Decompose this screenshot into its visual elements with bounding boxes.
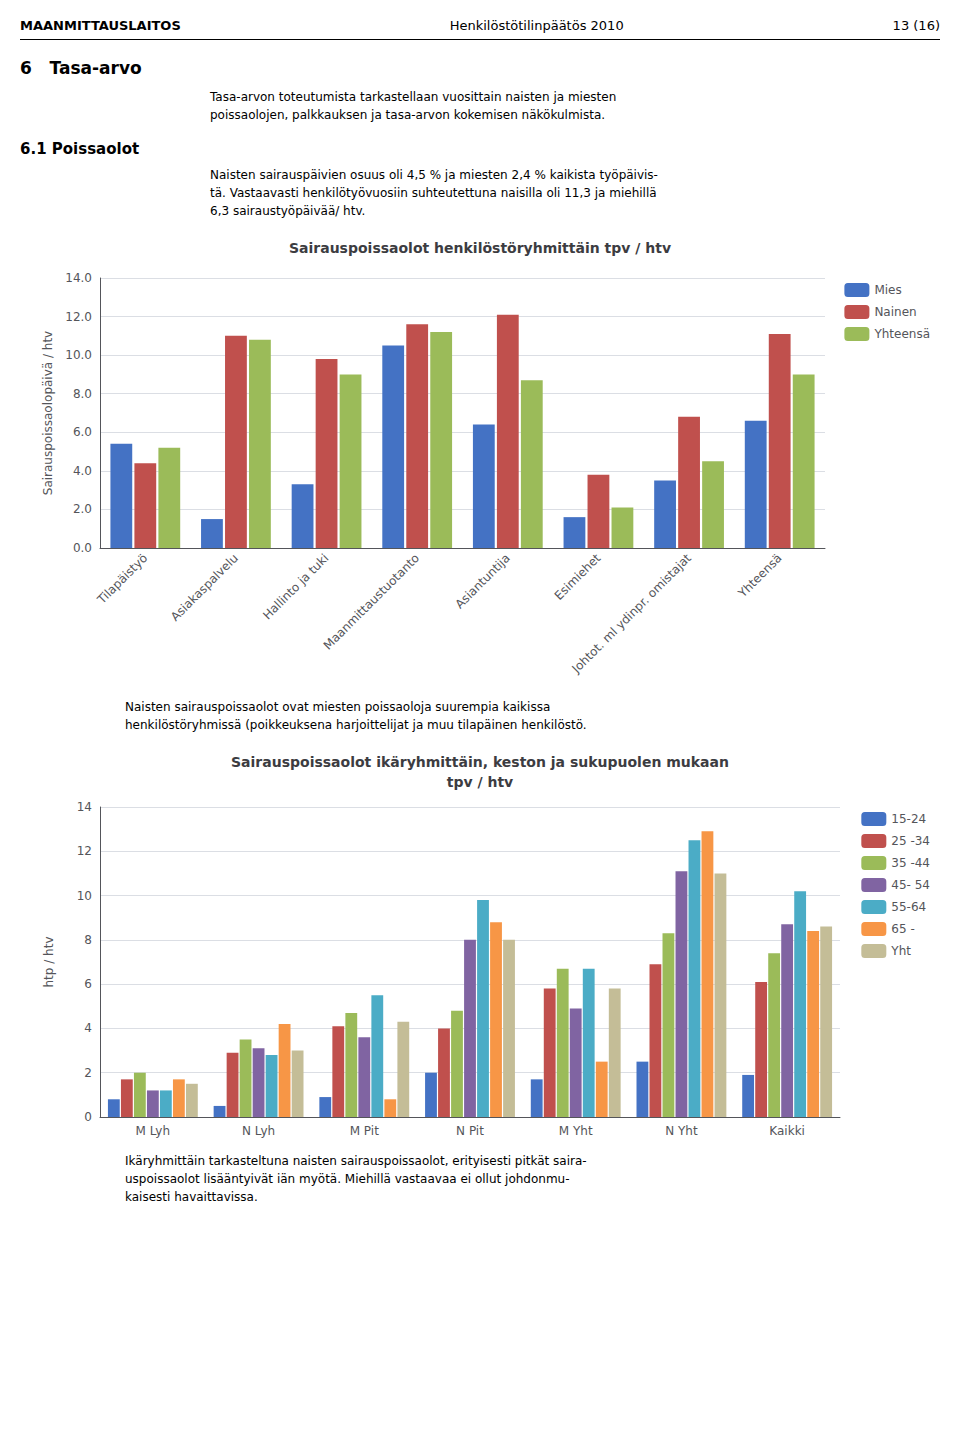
svg-text:Esimiehet: Esimiehet: [552, 551, 604, 603]
svg-text:4: 4: [84, 1021, 92, 1035]
svg-text:N Yht: N Yht: [665, 1124, 698, 1138]
svg-text:Yhteensä: Yhteensä: [873, 327, 930, 341]
svg-text:0: 0: [84, 1110, 92, 1124]
html-text:13 (16): 13 (16): [892, 18, 940, 33]
svg-text:Asiakaspalvelu: Asiakaspalvelu: [168, 551, 241, 624]
svg-text:Sairauspoissaolopäivä / htv: Sairauspoissaolopäivä / htv: [41, 331, 55, 495]
html-text:6.1 Poissaolot: 6.1 Poissaolot: [20, 140, 140, 158]
svg-text:Asiantuntija: Asiantuntija: [452, 551, 512, 611]
html-text:Naisten sairauspäivien osuus o: Naisten sairauspäivien osuus oli 4,5 % j…: [210, 168, 658, 218]
svg-text:12: 12: [77, 844, 92, 858]
svg-text:12.0: 12.0: [65, 310, 92, 324]
svg-text:4.0: 4.0: [73, 464, 92, 478]
svg-text:Johtot. ml ydinpr. omistajat: Johtot. ml ydinpr. omistajat: [569, 551, 695, 677]
svg-text:8: 8: [84, 933, 92, 947]
svg-text:2: 2: [84, 1066, 92, 1080]
svg-text:Tilapäistyö: Tilapäistyö: [94, 551, 150, 607]
svg-text:6: 6: [84, 977, 92, 991]
svg-text:Mies: Mies: [874, 283, 901, 297]
svg-text:htp / htv: htp / htv: [42, 936, 56, 987]
svg-text:M Yht: M Yht: [559, 1124, 593, 1138]
svg-text:Sairauspoissaolot henkilöstöry: Sairauspoissaolot henkilöstöryhmittäin t…: [289, 240, 671, 256]
svg-text:8.0: 8.0: [73, 387, 92, 401]
html-text:Henkilöstötilinpäätös 2010: Henkilöstötilinpäätös 2010: [449, 18, 624, 33]
svg-text:Hallinto ja tuki: Hallinto ja tuki: [260, 551, 331, 622]
svg-text:N Lyh: N Lyh: [242, 1124, 275, 1138]
svg-text:6.0: 6.0: [73, 425, 92, 439]
svg-text:35 -44: 35 -44: [891, 856, 930, 870]
svg-text:N Pit: N Pit: [456, 1124, 484, 1138]
svg-text:45- 54: 45- 54: [891, 878, 930, 892]
svg-text:10.0: 10.0: [65, 348, 92, 362]
svg-text:0.0: 0.0: [73, 541, 92, 555]
svg-text:Maanmittaustuotanto: Maanmittaustuotanto: [321, 551, 422, 652]
svg-text:Sairauspoissaolot ikäryhmittäi: Sairauspoissaolot ikäryhmittäin, keston …: [231, 754, 729, 770]
svg-text:10: 10: [77, 889, 92, 903]
html-text:MAANMITTAUSLAITOS: MAANMITTAUSLAITOS: [20, 18, 181, 33]
html-text:Tasa-arvon toteutumista tarkas: Tasa-arvon toteutumista tarkastellaan vu…: [210, 90, 617, 122]
svg-text:14.0: 14.0: [65, 271, 92, 285]
svg-text:Yhteensä: Yhteensä: [735, 551, 785, 601]
svg-text:Kaikki: Kaikki: [769, 1124, 805, 1138]
svg-text:tpv / htv: tpv / htv: [447, 774, 514, 790]
svg-text:25 -34: 25 -34: [891, 834, 930, 848]
html-text:Naisten sairauspoissaolot ovat: Naisten sairauspoissaolot ovat miesten p…: [125, 700, 587, 732]
html-text:6 Tasa-arvo: 6 Tasa-arvo: [20, 58, 142, 78]
svg-text:M Lyh: M Lyh: [136, 1124, 170, 1138]
svg-text:Yht: Yht: [890, 944, 911, 958]
svg-text:14: 14: [77, 800, 92, 814]
svg-text:Nainen: Nainen: [874, 305, 916, 319]
svg-text:15-24: 15-24: [891, 812, 926, 826]
svg-text:2.0: 2.0: [73, 502, 92, 516]
svg-text:M Pit: M Pit: [350, 1124, 379, 1138]
svg-text:55-64: 55-64: [891, 900, 926, 914]
svg-text:65 -: 65 -: [891, 922, 914, 936]
html-text:Ikäryhmittäin tarkasteltuna na: Ikäryhmittäin tarkasteltuna naisten sair…: [125, 1154, 587, 1204]
